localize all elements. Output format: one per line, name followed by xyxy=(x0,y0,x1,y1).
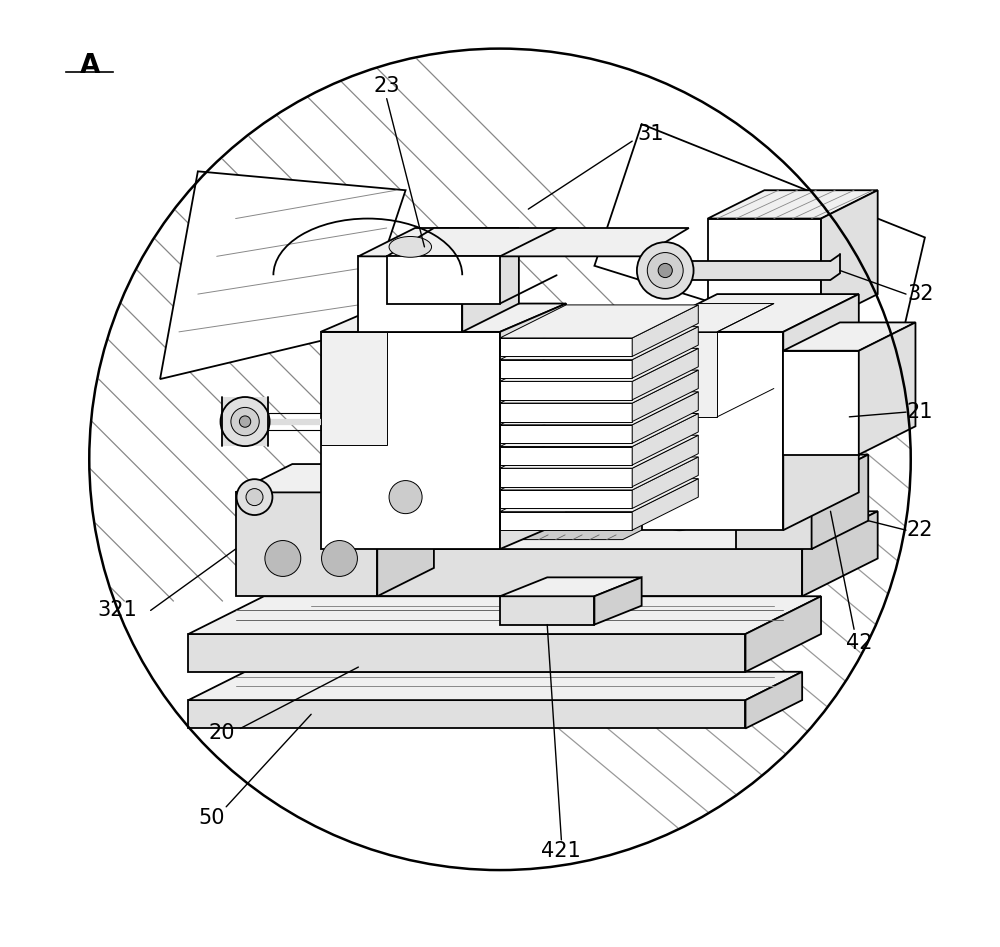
Polygon shape xyxy=(358,257,462,331)
Polygon shape xyxy=(188,634,745,671)
Polygon shape xyxy=(632,348,698,400)
Polygon shape xyxy=(632,436,698,487)
Text: 31: 31 xyxy=(638,123,664,144)
Polygon shape xyxy=(632,305,698,356)
Text: 321: 321 xyxy=(98,600,137,620)
Polygon shape xyxy=(632,414,698,465)
Ellipse shape xyxy=(766,509,781,524)
Polygon shape xyxy=(632,327,698,378)
Polygon shape xyxy=(500,392,698,425)
Polygon shape xyxy=(500,360,632,378)
Polygon shape xyxy=(783,350,859,455)
Polygon shape xyxy=(632,478,698,530)
Polygon shape xyxy=(736,455,868,483)
Polygon shape xyxy=(859,322,915,455)
Polygon shape xyxy=(594,124,925,360)
Ellipse shape xyxy=(389,237,432,258)
Polygon shape xyxy=(500,425,632,443)
Polygon shape xyxy=(500,478,698,511)
Text: 21: 21 xyxy=(907,402,933,422)
Polygon shape xyxy=(783,295,859,530)
Polygon shape xyxy=(594,578,642,625)
Polygon shape xyxy=(500,382,632,400)
Ellipse shape xyxy=(414,520,435,530)
Polygon shape xyxy=(321,331,500,549)
Text: A: A xyxy=(80,53,100,80)
Ellipse shape xyxy=(231,407,259,436)
Text: 23: 23 xyxy=(373,77,400,97)
Ellipse shape xyxy=(556,520,576,530)
Polygon shape xyxy=(745,597,821,671)
Polygon shape xyxy=(462,228,519,331)
Polygon shape xyxy=(500,414,698,447)
Polygon shape xyxy=(500,490,632,509)
Polygon shape xyxy=(236,464,434,492)
Ellipse shape xyxy=(647,253,683,289)
Polygon shape xyxy=(500,370,698,403)
Polygon shape xyxy=(783,322,915,350)
Polygon shape xyxy=(292,511,878,549)
Polygon shape xyxy=(812,455,868,549)
Polygon shape xyxy=(188,671,802,700)
Text: 20: 20 xyxy=(208,724,235,743)
Polygon shape xyxy=(821,190,878,322)
Ellipse shape xyxy=(246,489,263,506)
Polygon shape xyxy=(188,700,745,728)
Polygon shape xyxy=(661,261,830,280)
Ellipse shape xyxy=(237,479,272,515)
Polygon shape xyxy=(387,257,500,304)
Text: 421: 421 xyxy=(541,841,581,861)
Polygon shape xyxy=(377,464,434,597)
Polygon shape xyxy=(500,304,566,549)
Ellipse shape xyxy=(669,520,690,530)
Polygon shape xyxy=(500,338,632,356)
Polygon shape xyxy=(500,457,698,490)
Ellipse shape xyxy=(239,416,251,427)
Ellipse shape xyxy=(658,263,672,277)
Polygon shape xyxy=(222,397,268,446)
Text: 22: 22 xyxy=(907,520,933,540)
Ellipse shape xyxy=(637,242,694,299)
Polygon shape xyxy=(500,468,632,487)
Polygon shape xyxy=(708,190,878,219)
Polygon shape xyxy=(632,392,698,443)
Polygon shape xyxy=(236,492,377,597)
Polygon shape xyxy=(642,295,859,331)
Polygon shape xyxy=(188,597,821,634)
Polygon shape xyxy=(358,228,519,257)
Text: 42: 42 xyxy=(846,634,872,653)
Polygon shape xyxy=(500,578,642,597)
Polygon shape xyxy=(500,327,698,360)
Circle shape xyxy=(89,48,911,870)
Polygon shape xyxy=(160,171,406,379)
Text: 32: 32 xyxy=(907,284,933,304)
Polygon shape xyxy=(736,483,812,549)
Polygon shape xyxy=(632,370,698,421)
Ellipse shape xyxy=(265,541,301,577)
Polygon shape xyxy=(500,511,632,530)
Polygon shape xyxy=(500,348,698,382)
Ellipse shape xyxy=(221,397,270,446)
Ellipse shape xyxy=(389,480,422,513)
Polygon shape xyxy=(321,304,566,331)
Polygon shape xyxy=(708,219,821,322)
Polygon shape xyxy=(491,511,679,540)
Polygon shape xyxy=(500,305,698,338)
Polygon shape xyxy=(500,403,632,421)
Polygon shape xyxy=(642,331,783,530)
Ellipse shape xyxy=(322,541,357,577)
Polygon shape xyxy=(802,511,878,597)
Polygon shape xyxy=(292,549,802,597)
Ellipse shape xyxy=(763,520,784,530)
Polygon shape xyxy=(387,228,689,257)
Polygon shape xyxy=(321,331,387,445)
Text: 50: 50 xyxy=(199,808,225,828)
Polygon shape xyxy=(632,457,698,509)
Polygon shape xyxy=(500,447,632,465)
Polygon shape xyxy=(500,597,594,625)
Polygon shape xyxy=(642,304,774,331)
Polygon shape xyxy=(642,331,717,417)
Polygon shape xyxy=(500,436,698,468)
Polygon shape xyxy=(745,671,802,728)
